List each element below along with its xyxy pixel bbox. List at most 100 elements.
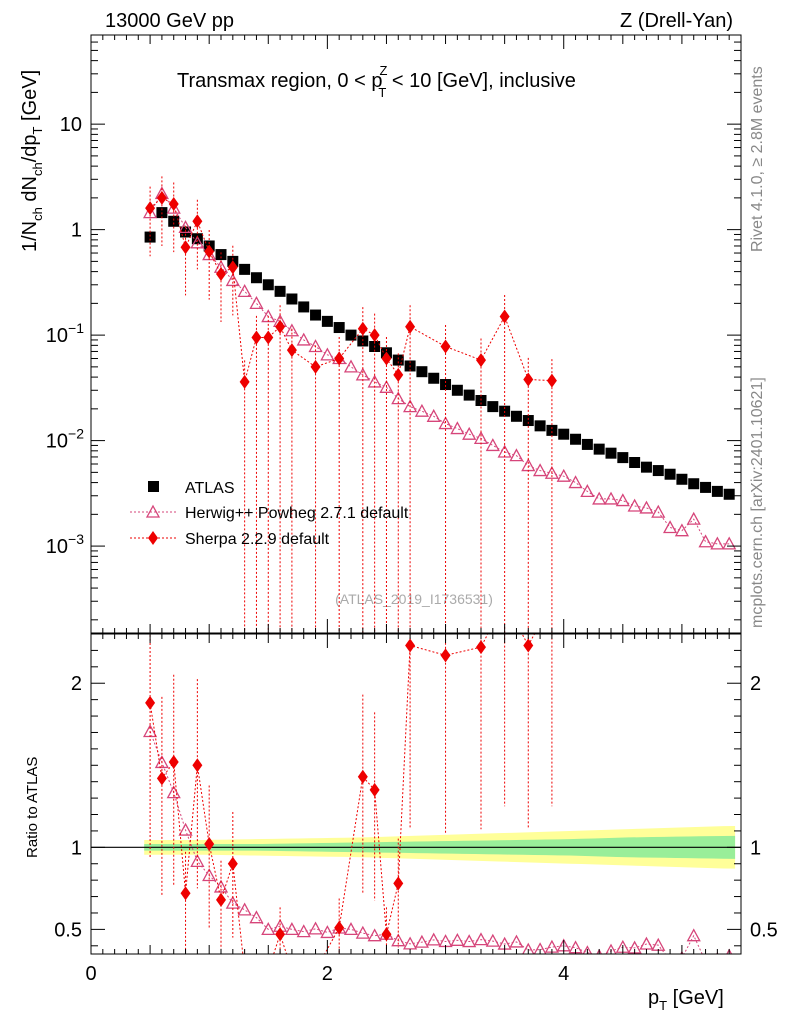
sherpa-ratio-point xyxy=(440,648,451,663)
herwig-line xyxy=(149,192,730,545)
herwig-point xyxy=(662,520,678,534)
sherpa-point xyxy=(227,260,238,275)
main-y-tick-label: 10−1 xyxy=(46,320,84,347)
herwig-ratio-point xyxy=(669,952,671,954)
sherpa-point xyxy=(145,201,156,216)
atlas-point xyxy=(723,488,735,500)
herwig-point xyxy=(544,465,560,479)
herwig-point xyxy=(237,283,252,297)
main-plot-frame xyxy=(90,34,742,634)
main-y-tick-label: 1 xyxy=(71,220,82,242)
sherpa-point xyxy=(156,190,167,205)
herwig-point xyxy=(509,448,524,462)
sherpa-point xyxy=(192,214,203,229)
sherpa-point xyxy=(251,330,262,345)
atlas-point xyxy=(239,263,251,275)
sherpa-ratio-point xyxy=(476,640,486,655)
atlas-point xyxy=(310,309,322,321)
atlas-point xyxy=(215,249,227,261)
herwig-point xyxy=(178,220,193,234)
herwig-point xyxy=(532,463,548,477)
atlas-point xyxy=(605,447,617,459)
herwig-point xyxy=(521,458,536,472)
herwig-point xyxy=(391,391,406,405)
atlas-point xyxy=(593,443,605,455)
herwig-ratio-point xyxy=(391,933,406,947)
atlas-point xyxy=(510,410,522,422)
atlas-point xyxy=(274,285,286,297)
herwig-ratio-point xyxy=(343,922,359,936)
sherpa-ratio-point xyxy=(393,876,404,891)
sherpa-point xyxy=(369,328,380,343)
x-axis-label: pT [GeV] xyxy=(648,987,724,1013)
herwig-ratio-point xyxy=(249,910,264,924)
atlas-point xyxy=(487,401,499,413)
atlas-point xyxy=(640,461,652,473)
herwig-point xyxy=(308,339,323,353)
herwig-point xyxy=(402,399,418,413)
herwig-point xyxy=(296,332,311,346)
herwig-ratio-point xyxy=(509,934,524,948)
herwig-point xyxy=(284,323,300,337)
ratio-y-tick-label-left: 2 xyxy=(71,673,82,695)
sherpa-ratio-point xyxy=(381,927,392,942)
atlas-point xyxy=(286,293,298,305)
atlas-point xyxy=(191,233,203,245)
herwig-ratio-point xyxy=(213,879,229,893)
rivet-label: Rivet 4.1.0, ≥ 2.8M events xyxy=(749,66,766,252)
herwig-point xyxy=(627,498,642,512)
herwig-point xyxy=(722,536,737,550)
legend-label-atlas: ATLAS xyxy=(185,480,235,497)
herwig-point xyxy=(379,379,394,393)
x-tick-label: 0 xyxy=(85,963,96,985)
sherpa-point xyxy=(523,372,534,387)
herwig-ratio-point xyxy=(485,933,500,947)
legend-marker-sherpa xyxy=(148,531,158,545)
sherpa-point xyxy=(440,339,451,354)
herwig-point xyxy=(639,500,654,514)
header-right: Z (Drell-Yan) xyxy=(620,10,733,32)
herwig-point xyxy=(414,403,430,417)
x-tick-label: 2 xyxy=(322,963,333,985)
sherpa-point xyxy=(334,351,345,366)
sherpa-ratio-point xyxy=(192,758,203,773)
atlas-point xyxy=(428,372,440,384)
herwig-ratio-line xyxy=(149,731,703,954)
herwig-point xyxy=(166,200,181,214)
sherpa-ratio-point xyxy=(369,782,380,797)
sherpa-point xyxy=(180,240,191,255)
atlas-point xyxy=(463,389,475,401)
sherpa-point xyxy=(393,367,404,382)
atlas-point xyxy=(522,415,534,427)
atlas-point xyxy=(168,215,180,227)
herwig-ratio-point xyxy=(414,934,430,948)
legend-marker-atlas xyxy=(148,481,159,492)
sherpa-ratio-point xyxy=(334,920,345,935)
herwig-point xyxy=(592,491,607,505)
sherpa-point xyxy=(275,319,286,334)
atlas-point xyxy=(298,301,310,313)
legend-marker-herwig xyxy=(145,504,161,518)
atlas-point xyxy=(546,424,558,436)
legend-label-herwig: Herwig++ Powheg 2.7.1 default xyxy=(185,505,409,522)
atlas-point xyxy=(652,465,664,477)
ratio-y-tick-label-left: 0.5 xyxy=(54,919,82,941)
header-left: 13000 GeV pp xyxy=(105,10,234,32)
sherpa-ratio-point xyxy=(311,963,321,977)
atlas-point xyxy=(534,420,546,432)
herwig-ratio-point xyxy=(355,925,370,939)
herwig-point xyxy=(686,511,701,525)
herwig-ratio-point xyxy=(473,932,489,946)
sherpa-ratio-point xyxy=(263,963,273,977)
atlas-point xyxy=(676,473,688,485)
herwig-ratio-point xyxy=(308,921,323,935)
herwig-point xyxy=(568,475,583,489)
herwig-point xyxy=(249,296,264,310)
sherpa-point xyxy=(405,319,416,334)
herwig-point xyxy=(343,359,359,373)
herwig-point xyxy=(450,421,465,435)
herwig-point xyxy=(651,504,666,518)
sherpa-ratio-point xyxy=(168,755,179,769)
herwig-ratio-point xyxy=(154,755,170,769)
sherpa-point xyxy=(216,266,226,281)
